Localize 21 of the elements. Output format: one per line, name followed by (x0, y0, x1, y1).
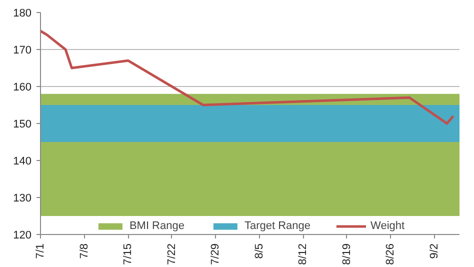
y-tick-label: 130 (13, 192, 32, 204)
legend-label: Target Range (244, 220, 311, 232)
x-tick-label: 7/15 (122, 243, 134, 265)
x-tick-label: 8/19 (340, 243, 353, 265)
x-tick-label: 8/12 (297, 243, 310, 265)
y-tick-label: 170 (13, 44, 32, 56)
x-tick-label: 7/8 (78, 243, 90, 259)
y-tick-label: 140 (13, 156, 32, 168)
y-tick-label: 150 (13, 118, 32, 130)
y-tick-label: 180 (13, 8, 32, 20)
legend-label: BMI Range (129, 220, 184, 232)
x-tick-label: 8/5 (253, 243, 266, 259)
y-tick-label: 120 (13, 230, 32, 242)
x-tick-label: 8/26 (384, 243, 397, 265)
x-tick-label: 7/29 (210, 243, 222, 265)
y-tick-label: 160 (13, 82, 32, 94)
line-series (40, 30, 454, 125)
x-tick-label: 7/1 (34, 243, 46, 259)
legend-label: Weight (370, 220, 405, 232)
x-tick-label: 9/2 (428, 243, 440, 259)
x-tick-label: 7/22 (166, 243, 178, 265)
